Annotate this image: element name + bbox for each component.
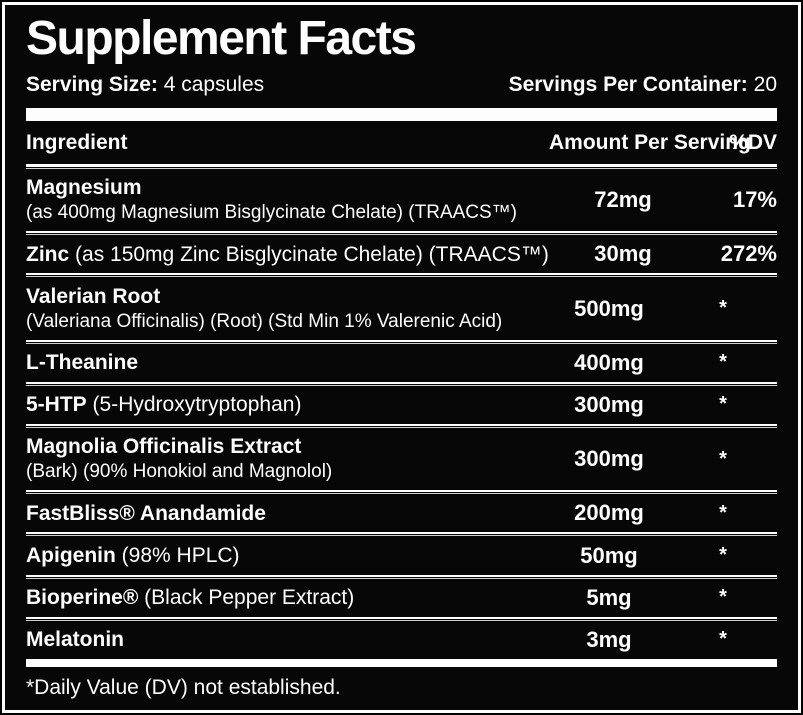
ingredient-detail-inline: (Black Pepper Extract) [144,586,355,610]
amount-per-serving-value: 5mg [586,584,632,610]
table-row: Magnolia Officinalis Extract (Bark) (90% … [26,428,777,490]
table-row: Apigenin (98% HPLC) 50mg * [26,536,777,574]
table-row: Valerian Root (Valeriana Officinalis) (Ro… [26,277,777,339]
header-ingredient: Ingredient [26,131,128,154]
ingredient-name-cell: 5-HTP (5-Hydroxytryptophan) [26,392,535,417]
ingredient-name-cell: Valerian Root (Valeriana Officinalis) (Ro… [26,284,535,334]
ingredient-name-cell: Zinc (as 150mg Zinc Bisglycinate Chelate… [26,242,549,267]
ingredient-name: Apigenin [26,544,116,568]
row-divider [26,574,777,579]
row-divider [26,381,777,386]
table-row: Bioperine® (Black Pepper Extract) 5mg * [26,579,777,617]
ingredient-name: Magnesium [26,176,142,200]
percent-dv-value: * [719,297,727,319]
percent-dv-value: * [719,447,727,470]
ingredient-name-line: 5-HTP (5-Hydroxytryptophan) [26,392,529,417]
ingredient-name-cell: Melatonin [26,627,535,652]
daily-value-footnote: *Daily Value (DV) not established. [26,676,341,699]
row-divider [26,339,777,344]
row-divider [26,616,777,621]
ingredient-detail-below: (as 400mg Magnesium Bisglycinate Chelate… [26,202,518,224]
ingredient-detail-inline: (as 150mg Zinc Bisglycinate Chelate) (TR… [75,242,549,266]
ingredient-name: Valerian Root [26,284,161,308]
ingredient-name-cell: Bioperine® (Black Pepper Extract) [26,585,535,610]
ingredient-name: Zinc [26,242,70,266]
percent-dv-value: * [719,501,727,524]
ingredient-name-line: L-Theanine [26,350,529,375]
serving-size: Serving Size: 4 capsules [26,73,264,97]
amount-per-serving-value: 300mg [574,391,644,417]
serving-size-value: 4 capsules [163,73,265,96]
ingredient-name-cell: Magnesium (as 400mg Magnesium Bisglycinat… [26,175,549,225]
table-row: Zinc (as 150mg Zinc Bisglycinate Chelate… [26,235,777,273]
header-rule [26,164,777,169]
ingredient-rows: Magnesium (as 400mg Magnesium Bisglycinat… [26,169,777,659]
servings-per-container-label: Servings Per Container: [508,73,748,96]
serving-size-label: Serving Size: [26,73,158,96]
table-row: Magnesium (as 400mg Magnesium Bisglycinat… [26,169,777,231]
ingredient-name: Bioperine® [26,586,139,610]
ingredient-name-cell: FastBliss® Anandamide [26,501,535,526]
ingredient-name: 5-HTP [26,393,87,417]
percent-dv-value: * [719,351,727,374]
ingredient-name-cell: Apigenin (98% HPLC) [26,543,535,568]
servings-per-container: Servings Per Container: 20 [509,73,777,97]
percent-dv-value: * [719,544,727,567]
thick-rule-bottom [26,659,777,667]
amount-per-serving-value: 30mg [594,241,652,267]
header-percent-dv: %DV [729,131,777,154]
ingredient-name: Magnolia Officinalis Extract [26,435,302,459]
table-row: 5-HTP (5-Hydroxytryptophan) 300mg * [26,386,777,424]
ingredient-name-line: Magnolia Officinalis Extract [26,434,529,459]
table-row: Melatonin 3mg * [26,621,777,659]
ingredient-name: Melatonin [26,628,124,652]
ingredient-name-line: Apigenin (98% HPLC) [26,543,529,568]
ingredient-name-cell: Magnolia Officinalis Extract (Bark) (90% … [26,434,535,484]
percent-dv-value: * [719,393,727,416]
ingredient-detail-below: (Bark) (90% Honokiol and Magnolol) [26,461,333,483]
row-divider [26,231,777,236]
row-divider [26,490,777,495]
ingredient-name-line: Valerian Root [26,284,529,309]
table-row: FastBliss® Anandamide 200mg * [26,494,777,532]
thick-rule-top [26,108,777,121]
amount-per-serving-value: 72mg [594,187,652,213]
percent-dv-value: 17% [732,187,777,213]
percent-dv-value: 272% [720,241,777,267]
header-amount-per-serving: Amount Per Serving [549,131,751,154]
row-divider [26,532,777,537]
ingredient-name: L-Theanine [26,351,139,375]
ingredient-name-line: Bioperine® (Black Pepper Extract) [26,585,529,610]
serving-info-row: Serving Size: 4 capsules Servings Per Co… [26,73,777,97]
amount-per-serving-value: 200mg [574,500,644,526]
amount-per-serving-value: 3mg [586,626,632,652]
amount-per-serving-value: 50mg [580,542,638,568]
percent-dv-value: * [719,628,727,651]
ingredient-name-line: Zinc (as 150mg Zinc Bisglycinate Chelate… [26,242,549,267]
ingredient-name-line: FastBliss® Anandamide [26,501,529,526]
amount-per-serving-value: 300mg [574,446,644,472]
ingredient-detail-below: (Valeriana Officinalis) (Root) (Std Min … [26,310,503,332]
row-divider [26,273,777,278]
row-divider [26,424,777,429]
ingredient-name: FastBliss® Anandamide [26,501,266,525]
amount-per-serving-value: 500mg [574,295,644,321]
panel-title: Supplement Facts [26,12,417,65]
amount-per-serving-value: 400mg [574,349,644,375]
ingredient-name-line: Magnesium [26,175,543,200]
servings-per-container-value: 20 [753,73,777,96]
percent-dv-value: * [719,586,727,609]
table-header-row: Ingredient Amount Per Serving %DV [26,121,777,164]
ingredient-name-line: Melatonin [26,627,529,652]
ingredient-detail-inline: (5-Hydroxytryptophan) [92,393,302,417]
ingredient-name-cell: L-Theanine [26,350,535,375]
table-row: L-Theanine 400mg * [26,344,777,382]
ingredient-detail-inline: (98% HPLC) [121,544,240,568]
